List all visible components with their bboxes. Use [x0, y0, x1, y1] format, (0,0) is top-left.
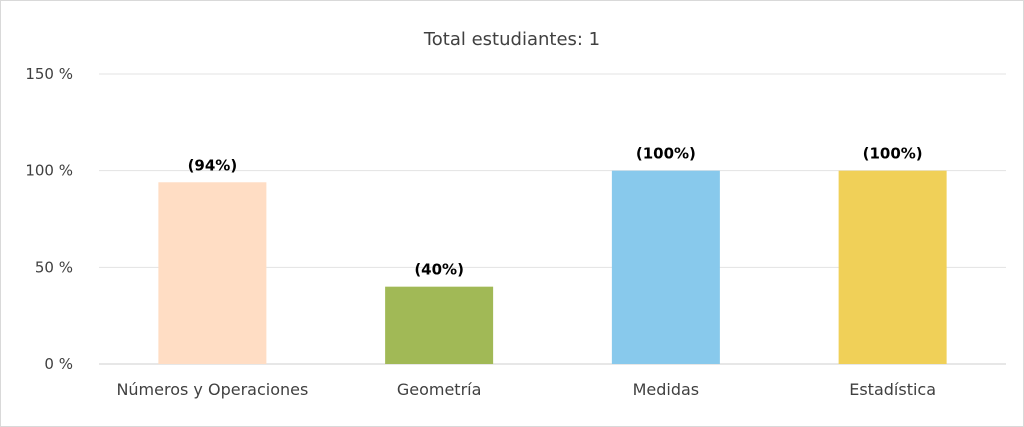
y-tick-label: 0 %	[44, 355, 73, 373]
y-tick-label: 100 %	[25, 162, 73, 180]
x-tick-label: Medidas	[633, 380, 700, 399]
data-label: (94%)	[188, 156, 238, 174]
data-label: (100%)	[863, 145, 923, 163]
bar	[838, 170, 947, 364]
bar	[158, 182, 267, 364]
x-tick-label: Geometría	[397, 380, 482, 399]
bars	[158, 170, 947, 364]
data-label: (40%)	[414, 261, 464, 279]
data-labels: (94%) (40%) (100%) (100%)	[188, 145, 923, 279]
chart-title: Total estudiantes: 1	[423, 29, 600, 50]
x-tick-label: Estadística	[849, 380, 936, 399]
y-axis-ticks: 0 % 50 % 100 % 150 %	[25, 65, 73, 373]
x-axis-ticks: Números y Operaciones Geometría Medidas Est…	[116, 380, 936, 399]
bar	[611, 170, 720, 364]
x-tick-label: Números y Operaciones	[116, 380, 308, 399]
bar	[385, 286, 494, 364]
y-tick-label: 150 %	[25, 65, 73, 83]
data-label: (100%)	[636, 145, 696, 163]
y-tick-label: 50 %	[35, 258, 73, 276]
